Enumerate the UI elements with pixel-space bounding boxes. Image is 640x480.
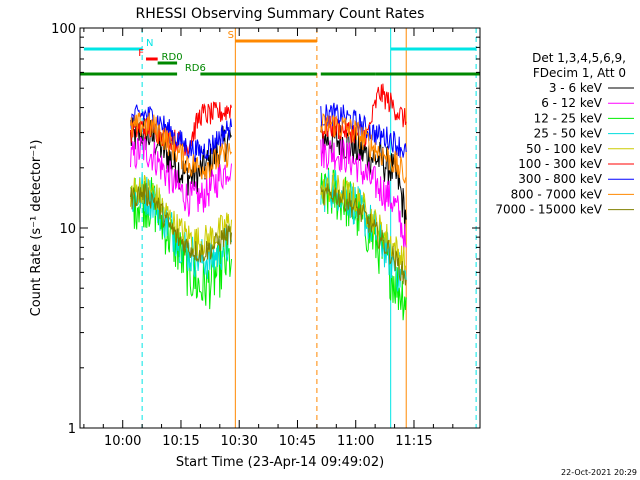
series-line-8-seg-1 xyxy=(320,183,407,286)
flag-label-4: S xyxy=(228,30,234,41)
flag-label-3: RD6 xyxy=(185,63,206,74)
legend-label-1: 6 - 12 keV xyxy=(541,96,603,110)
legend-label-8: 7000 - 15000 keV xyxy=(495,203,602,217)
chart-title: RHESSI Observing Summary Count Rates xyxy=(136,6,425,22)
x-axis-label: Start Time (23-Apr-14 09:49:02) xyxy=(176,455,384,470)
plot-data-layer xyxy=(130,28,477,428)
x-tick-label-1: 10:15 xyxy=(162,434,199,449)
plot-frame xyxy=(79,27,481,429)
series-line-7-seg-1 xyxy=(320,113,407,184)
legend-label-3: 25 - 50 keV xyxy=(534,127,603,141)
y-tick-label-1: 10 xyxy=(59,222,76,237)
legend-header-line-1: Det 1,3,4,5,6,9, xyxy=(532,51,626,65)
axis-ticks: 10:00 10:15 10:30 10:45 11:00 11:15 1 10 100 xyxy=(51,22,480,449)
legend-label-0: 3 - 6 keV xyxy=(549,81,603,95)
legend-label-6: 300 - 800 keV xyxy=(518,172,602,186)
series-line-2-seg-0 xyxy=(130,177,232,310)
x-tick-label-5: 11:15 xyxy=(395,434,432,449)
series-line-7-seg-0 xyxy=(130,112,232,180)
series-line-3-seg-1 xyxy=(320,170,407,292)
legend-label-5: 100 - 300 keV xyxy=(518,157,602,171)
series-line-1-seg-0 xyxy=(130,136,232,217)
y-tick-label-0: 1 xyxy=(68,422,76,437)
legend-header-line-2: FDecim 1, Att 0 xyxy=(533,66,626,80)
flag-label-2: RD0 xyxy=(162,52,183,63)
flag-label-0: N xyxy=(146,38,153,49)
y-axis-label: Count Rate (s⁻¹ detector⁻¹) xyxy=(29,140,44,317)
flag-label-1: F xyxy=(138,48,144,59)
legend-label-4: 50 - 100 keV xyxy=(526,142,603,156)
series-line-8-seg-0 xyxy=(130,182,232,263)
legend-label-7: 800 - 7000 keV xyxy=(511,187,603,201)
legend-label-2: 12 - 25 keV xyxy=(534,111,603,125)
x-tick-label-0: 10:00 xyxy=(104,434,141,449)
x-tick-label-3: 10:45 xyxy=(279,434,316,449)
series-line-1-seg-1 xyxy=(320,136,407,254)
y-tick-label-2: 100 xyxy=(51,22,76,37)
x-tick-label-4: 11:00 xyxy=(337,434,374,449)
x-tick-label-2: 10:30 xyxy=(220,434,257,449)
footer-date: 22-Oct-2021 20:29 xyxy=(561,468,637,477)
series-line-6-seg-1 xyxy=(320,102,407,158)
